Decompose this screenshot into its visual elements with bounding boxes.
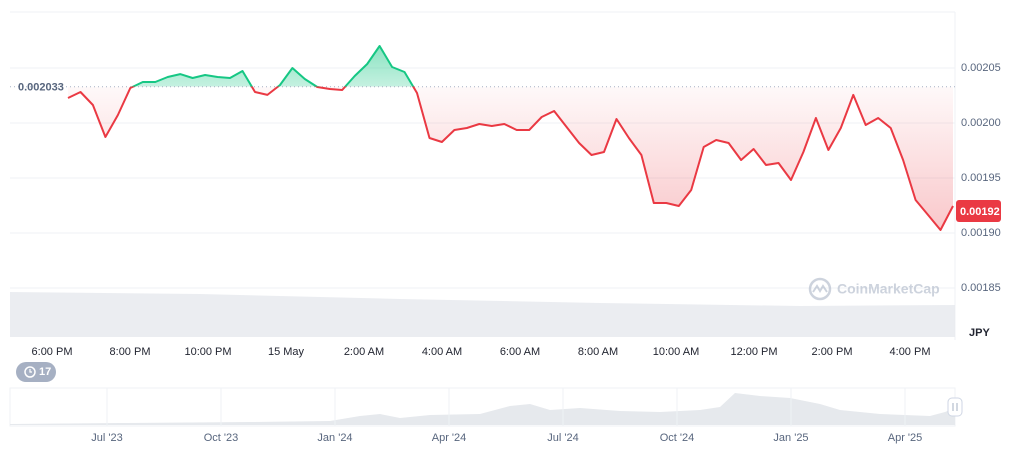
navigator-area	[10, 393, 955, 425]
baseline-label: 0.002033	[18, 82, 64, 94]
navigator-label: Jan '24	[317, 432, 352, 444]
x-tick-label: 8:00 AM	[578, 346, 618, 358]
price-area	[68, 46, 953, 230]
y-unit: JPY	[969, 327, 990, 339]
x-tick-label: 6:00 AM	[500, 346, 540, 358]
y-tick-label: 0.00205	[961, 62, 1001, 74]
navigator-label: Jan '25	[773, 432, 808, 444]
x-axis: 6:00 PM 8:00 PM 10:00 PM 15 May 2:00 AM 4:00 …	[32, 346, 931, 358]
y-tick-label: 0.00185	[961, 282, 1001, 294]
navigator-axis: Jul '23 Oct '23 Jan '24 Apr '24 Jul '24 Oct '…	[91, 388, 922, 444]
x-tick-label: 4:00 AM	[422, 346, 462, 358]
navigator-label: Apr '24	[432, 432, 467, 444]
plot: 0.002033 0.00192	[10, 45, 1001, 231]
watermark-text: CoinMarketCap	[837, 281, 940, 297]
navigator-label: Jul '24	[547, 432, 578, 444]
navigator	[9, 387, 963, 427]
x-tick-label: 10:00 AM	[653, 346, 699, 358]
x-tick-label: 4:00 PM	[890, 346, 931, 358]
y-tick-label: 0.00195	[961, 172, 1001, 184]
volume-area	[10, 292, 955, 337]
watermark: CoinMarketCap	[808, 277, 940, 301]
x-tick-label: 8:00 PM	[110, 346, 151, 358]
badge[interactable]: 17	[16, 362, 56, 382]
x-tick-label: 12:00 PM	[730, 346, 777, 358]
current-price-tag	[956, 200, 1001, 222]
x-tick-label: 15 May	[268, 346, 305, 358]
x-tick-label: 6:00 PM	[32, 346, 73, 358]
navigator-handle[interactable]	[947, 397, 963, 417]
x-tick-label: 2:00 PM	[812, 346, 853, 358]
navigator-label: Jul '23	[91, 432, 122, 444]
navigator-label: Oct '23	[204, 432, 239, 444]
grid	[10, 67, 955, 289]
y-tick-label: 0.00200	[961, 117, 1001, 129]
price-line	[67, 45, 954, 231]
x-tick-label: 10:00 PM	[184, 346, 231, 358]
badge-text[interactable]: 17	[39, 366, 51, 378]
navigator-label: Apr '25	[888, 432, 923, 444]
badge-bg[interactable]	[16, 362, 56, 382]
current-price-label: 0.00192	[960, 206, 1000, 218]
y-tick-label: 0.00190	[961, 227, 1001, 239]
navigator-label: Oct '24	[660, 432, 695, 444]
x-tick-label: 2:00 AM	[344, 346, 384, 358]
